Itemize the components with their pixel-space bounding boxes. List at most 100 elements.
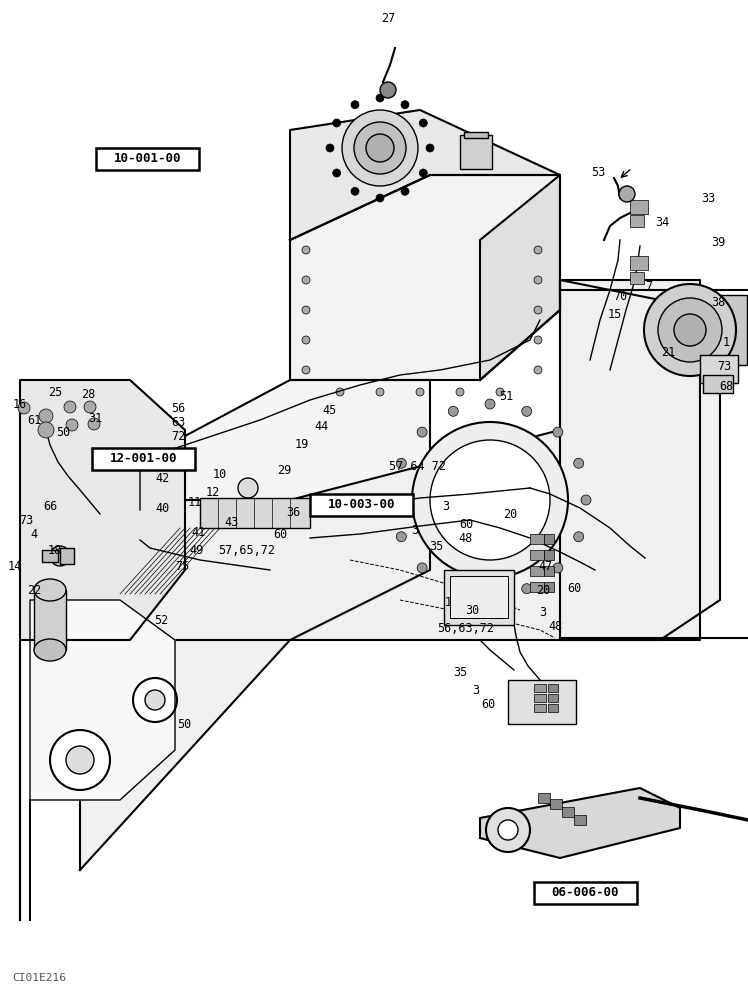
Circle shape <box>302 276 310 284</box>
Polygon shape <box>140 380 430 640</box>
Circle shape <box>412 422 568 578</box>
Bar <box>630 200 648 214</box>
Text: 06-006-00: 06-006-00 <box>552 886 619 900</box>
Text: 19: 19 <box>295 438 309 450</box>
Bar <box>96 148 199 170</box>
Text: 47: 47 <box>539 560 553 572</box>
Circle shape <box>88 418 100 430</box>
Text: 38: 38 <box>711 296 725 308</box>
Text: 72: 72 <box>171 430 185 442</box>
Bar <box>310 494 413 516</box>
Text: 40: 40 <box>156 502 170 514</box>
Text: 60: 60 <box>459 518 473 530</box>
Text: 68: 68 <box>719 379 733 392</box>
Circle shape <box>486 808 530 852</box>
Circle shape <box>581 495 591 505</box>
Circle shape <box>430 440 550 560</box>
Bar <box>548 684 558 692</box>
Circle shape <box>66 746 94 774</box>
Text: 22: 22 <box>27 584 41 597</box>
Text: 30: 30 <box>465 603 479 616</box>
Text: 14: 14 <box>8 560 22 572</box>
Circle shape <box>485 399 495 409</box>
Circle shape <box>396 458 406 468</box>
Circle shape <box>498 820 518 840</box>
Bar <box>534 704 546 712</box>
Text: 52: 52 <box>154 613 168 626</box>
Bar <box>508 680 576 724</box>
Polygon shape <box>20 380 185 920</box>
Bar <box>562 807 574 817</box>
Circle shape <box>238 478 258 498</box>
Circle shape <box>534 276 542 284</box>
Bar <box>444 570 514 625</box>
Bar <box>464 132 488 138</box>
Circle shape <box>456 388 464 396</box>
Text: 20: 20 <box>536 584 550 596</box>
Text: 3: 3 <box>442 500 450 514</box>
Text: 29: 29 <box>277 464 291 478</box>
Circle shape <box>448 584 459 594</box>
Text: 73: 73 <box>19 514 33 526</box>
Circle shape <box>401 101 409 109</box>
Ellipse shape <box>34 579 66 601</box>
Text: 27: 27 <box>381 11 395 24</box>
Circle shape <box>396 532 406 542</box>
Text: 56,63,72: 56,63,72 <box>438 621 494 635</box>
Circle shape <box>333 169 340 177</box>
Circle shape <box>574 458 583 468</box>
Polygon shape <box>480 788 680 858</box>
Circle shape <box>417 563 427 573</box>
Circle shape <box>50 546 70 566</box>
Bar <box>574 815 586 825</box>
Text: 36: 36 <box>286 506 300 520</box>
Bar <box>630 215 644 227</box>
Circle shape <box>658 298 722 362</box>
Text: 3: 3 <box>411 524 419 536</box>
Polygon shape <box>30 600 175 920</box>
Circle shape <box>534 246 542 254</box>
Text: 53: 53 <box>591 166 605 180</box>
Text: 35: 35 <box>453 666 467 678</box>
Text: 1: 1 <box>723 336 729 350</box>
Text: 11: 11 <box>188 496 202 510</box>
Bar <box>534 694 546 702</box>
Circle shape <box>342 110 418 186</box>
Circle shape <box>619 186 635 202</box>
Text: 15: 15 <box>608 308 622 320</box>
Circle shape <box>376 194 384 202</box>
Circle shape <box>534 336 542 344</box>
Circle shape <box>302 366 310 374</box>
Text: 39: 39 <box>711 235 725 248</box>
Text: 44: 44 <box>315 420 329 434</box>
Text: 12: 12 <box>206 486 220 498</box>
Circle shape <box>351 101 359 109</box>
Circle shape <box>417 427 427 437</box>
Circle shape <box>522 584 532 594</box>
Circle shape <box>574 532 583 542</box>
Bar <box>530 582 544 592</box>
Circle shape <box>302 246 310 254</box>
Text: 7: 7 <box>646 280 652 294</box>
Circle shape <box>674 314 706 346</box>
Bar <box>200 498 310 528</box>
Circle shape <box>351 187 359 195</box>
Text: 70: 70 <box>613 290 627 302</box>
Text: 31: 31 <box>88 412 102 424</box>
Polygon shape <box>290 175 560 380</box>
Text: 48: 48 <box>459 532 473 544</box>
Circle shape <box>380 82 396 98</box>
Polygon shape <box>560 280 720 640</box>
Text: 48: 48 <box>549 619 563 633</box>
Circle shape <box>644 284 736 376</box>
Circle shape <box>64 401 76 413</box>
Bar <box>34 590 66 650</box>
Text: 60: 60 <box>567 582 581 594</box>
Bar <box>630 272 644 284</box>
Text: 10-001-00: 10-001-00 <box>114 152 181 165</box>
Circle shape <box>401 187 409 195</box>
Text: 61: 61 <box>27 414 41 426</box>
Bar <box>548 704 558 712</box>
Bar <box>460 135 492 169</box>
Circle shape <box>66 419 78 431</box>
